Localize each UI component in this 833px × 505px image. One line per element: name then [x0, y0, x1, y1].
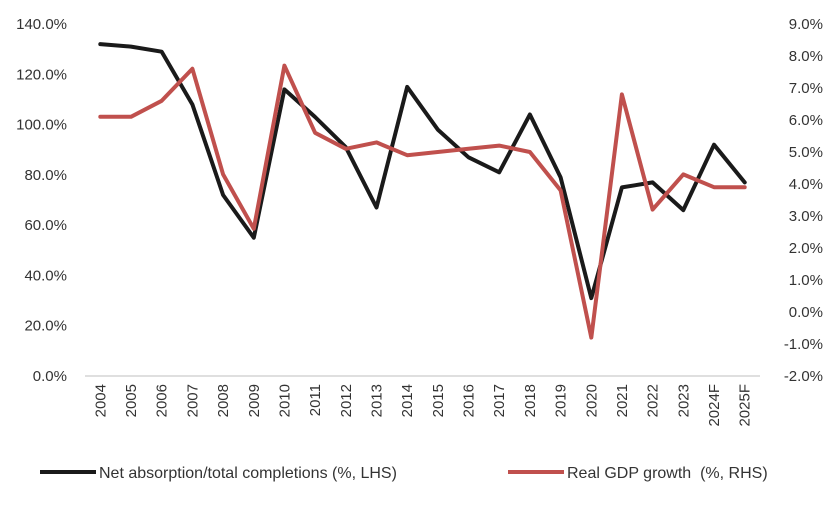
series-line-net-absorption — [98, 42, 747, 301]
left-axis-tick-label: 100.0% — [16, 117, 67, 134]
x-axis-tick-label: 2012 — [338, 384, 355, 417]
x-axis-tick-label: 2015 — [430, 384, 447, 417]
right-axis-tick-label: 8.0% — [789, 48, 823, 65]
x-axis-tick-label: 2006 — [154, 384, 171, 417]
x-axis-tick-label: 2016 — [461, 384, 478, 417]
left-axis-tick-label: 120.0% — [16, 66, 67, 83]
x-axis-tick-label: 2007 — [184, 384, 201, 417]
left-axis-tick-label: 80.0% — [24, 167, 67, 184]
left-axis-tick-labels: 0.0% 20.0% 40.0% 60.0% 80.0% 100.0% 120.0% 140.… — [16, 16, 67, 385]
x-axis-tick-label: 2009 — [246, 384, 263, 417]
x-axis-tick-label: 2021 — [614, 384, 631, 417]
x-axis-tick-label: 2008 — [215, 384, 232, 417]
left-axis-tick-label: 0.0% — [33, 368, 67, 385]
right-axis-tick-label: 2.0% — [789, 240, 823, 257]
right-axis-tick-label: 7.0% — [789, 80, 823, 97]
right-axis-tick-label: -2.0% — [784, 368, 823, 385]
x-axis-tick-label: 2010 — [276, 384, 293, 417]
x-axis-tick-label: 2014 — [399, 384, 416, 417]
x-axis-tick-label: 2005 — [123, 384, 140, 417]
x-axis-tick-label: 2013 — [368, 384, 385, 417]
legend: Net absorption/total completions (%, LHS… — [40, 465, 768, 482]
x-axis-tick-label: 2020 — [583, 384, 600, 417]
right-axis-tick-label: 9.0% — [789, 16, 823, 33]
left-axis-tick-label: 40.0% — [24, 267, 67, 284]
left-axis-tick-label: 60.0% — [24, 217, 67, 234]
x-axis-tick-label: 2022 — [645, 384, 662, 417]
right-axis-tick-labels: -2.0% -1.0% 0.0% 1.0% 2.0% 3.0% 4.0% 5.0% 6.0% 7.… — [784, 16, 823, 385]
right-axis-tick-label: 6.0% — [789, 112, 823, 129]
series-line-real-gdp-growth — [98, 63, 747, 340]
legend-label-net-absorption: Net absorption/total completions (%, LHS… — [99, 465, 397, 482]
x-axis-tick-label: 2011 — [307, 384, 324, 416]
right-axis-tick-label: 3.0% — [789, 208, 823, 225]
left-axis-tick-label: 140.0% — [16, 16, 67, 33]
x-axis-tick-labels: 2004 2005 2006 2007 2008 2009 2010 2011 2012 2013… — [92, 384, 753, 427]
right-axis-tick-label: 5.0% — [789, 144, 823, 161]
x-axis-tick-label: 2004 — [92, 384, 109, 417]
x-axis-tick-label: 2019 — [553, 384, 570, 417]
series-lines — [98, 42, 747, 340]
x-axis-tick-label: 2024F — [706, 384, 723, 427]
x-axis-tick-label: 2018 — [522, 384, 539, 417]
right-axis-tick-label: 1.0% — [789, 272, 823, 289]
right-axis-tick-label: 0.0% — [789, 304, 823, 321]
left-axis-tick-label: 20.0% — [24, 318, 67, 335]
x-axis-tick-label: 2023 — [675, 384, 692, 417]
right-axis-tick-label: 4.0% — [789, 176, 823, 193]
x-axis-tick-label: 2025F — [737, 384, 754, 427]
legend-label-real-gdp-growth: Real GDP growth (%, RHS) — [567, 465, 768, 482]
x-axis-tick-label: 2017 — [491, 384, 508, 417]
right-axis-tick-label: -1.0% — [784, 336, 823, 353]
